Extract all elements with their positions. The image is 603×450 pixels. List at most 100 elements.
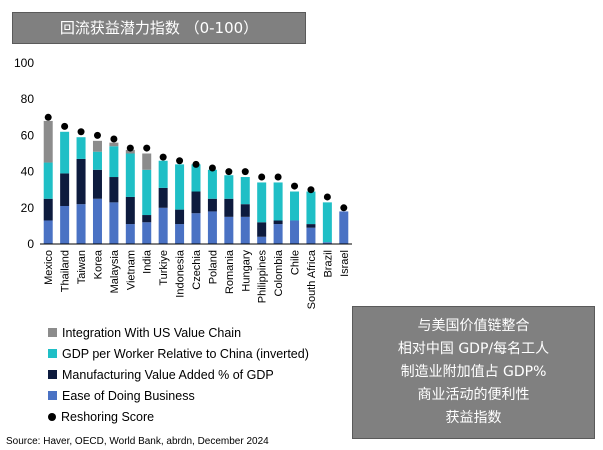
y-tick-label: 60 [21,128,35,142]
bar-segment-ease [76,204,86,244]
bar-segment-gdp_per_worker [224,175,234,199]
bar-segment-manufacturing [175,209,185,225]
x-tick-label: Thailand [60,250,72,292]
legend-item-score: Reshoring Score [48,406,309,427]
bar-segment-gdp_per_worker [257,182,267,223]
legend-swatch-gdp-per-worker [48,349,57,358]
bar-segment-manufacturing [191,191,201,214]
x-tick-label: Vietnam [125,250,137,290]
bar-segment-ease [339,211,349,244]
chart-title: 回流获益潜力指数 （0-100） [12,12,306,44]
y-tick-label: 0 [27,237,34,251]
legend-marker-score [48,412,56,421]
bar-segment-manufacturing [125,196,135,225]
bar-segment-integration [109,142,119,147]
x-tick-label: India [142,249,154,274]
bar-segment-ease [257,236,267,244]
legend-item-ease: Ease of Doing Business [48,385,309,406]
x-tick-label: Brazil [322,250,334,278]
bar-segment-gdp_per_worker [207,169,217,199]
score-point [192,160,200,168]
score-point [274,173,282,181]
score-point [126,144,134,152]
bar-segment-manufacturing [257,222,267,237]
bar-segment-gdp_per_worker [191,164,201,192]
legend-swatch-integration [48,328,57,337]
legend-item-gdp-per-worker: GDP per Worker Relative to China (invert… [48,343,309,364]
legend-label-ease: Ease of Doing Business [62,388,195,403]
x-tick-label: Taiwan [76,250,88,284]
bar-segment-manufacturing [43,198,53,221]
bar-segment-manufacturing [207,198,217,212]
note-line: 制造业附加值占 GDP% [400,364,547,380]
bar-segment-gdp_per_worker [290,191,300,221]
x-tick-label: Hungary [240,250,252,292]
x-tick-label: Mexico [43,250,55,285]
x-tick-label: Colombia [273,249,285,296]
note-line: 相对中国 GDP/每名工人 [397,341,550,357]
legend-label-score: Reshoring Score [61,409,155,424]
x-tick-label: Indonesia [175,249,187,298]
legend-swatch-manufacturing [48,370,57,379]
bar-segment-manufacturing [224,198,234,217]
score-point [340,204,348,212]
score-point [143,144,151,152]
bar-segment-manufacturing [109,177,119,203]
legend-label-gdp-per-worker: GDP per Worker Relative to China (invert… [62,346,309,361]
bar-segment-gdp_per_worker [109,146,119,178]
legend-item-integration: Integration With US Value Chain [48,322,309,343]
y-tick-label: 20 [21,201,35,215]
y-tick-label: 80 [21,92,35,106]
bar-segment-gdp_per_worker [240,177,250,205]
note-box: 与美国价值链整合 相对中国 GDP/每名工人 制造业附加值占 GDP% 商业活动… [352,306,595,439]
bar-segment-manufacturing [273,220,283,225]
bar-segment-ease [158,207,168,244]
note-line: 获益指数 [445,410,502,426]
bar-segment-ease [92,198,102,244]
score-point [44,113,52,121]
bar-segment-ease [43,220,53,244]
score-point [61,122,69,130]
bar-segment-ease [191,213,201,244]
bar-segment-ease [273,224,283,244]
score-point [241,168,249,176]
bar-segment-gdp_per_worker [142,169,152,216]
bar-segment-ease [175,224,185,244]
bar-segment-integration [43,120,53,163]
bar-segment-integration [125,149,135,154]
x-tick-label: Korea [92,249,104,279]
bar-segment-manufacturing [92,169,102,199]
score-point [307,186,315,194]
legend-label-integration: Integration With US Value Chain [62,325,242,340]
bar-segment-gdp_per_worker [175,164,185,210]
score-point [93,131,101,139]
x-tick-label: South Africa [306,249,318,309]
bar-segment-ease [290,220,300,244]
bar-segment-gdp_per_worker [60,131,70,174]
bar-segment-manufacturing [158,187,168,208]
bar-segment-ease [142,222,152,244]
bar-segment-gdp_per_worker [125,153,135,197]
stacked-bar-chart: 0 20 40 60 80 100 Mexico Thailand Taiwan Korea Mal… [14,56,352,309]
score-point [159,153,167,161]
x-tick-label: Malaysia [109,249,121,293]
bar-segment-integration [142,153,152,170]
score-point [291,182,299,190]
bar-segment-ease [224,216,234,244]
bar-segment-gdp_per_worker [92,151,102,170]
bar-segment-manufacturing [306,224,316,228]
x-tick-label: Czechia [191,249,203,290]
x-tick-label: Chile [290,250,302,275]
bar-segment-gdp_per_worker [306,191,316,225]
bar-segment-ease [240,216,250,244]
bar-segment-manufacturing [76,158,86,205]
bar-segment-ease [306,227,316,244]
bar-segment-manufacturing [240,204,250,217]
y-tick-label: 100 [14,56,34,70]
score-point [323,193,331,201]
legend-swatch-ease [48,391,57,400]
x-tick-label: Poland [207,250,219,284]
x-tick-label: Philippines [257,250,269,304]
bar-segment-manufacturing [60,173,70,206]
bar-segment-gdp_per_worker [158,160,168,188]
